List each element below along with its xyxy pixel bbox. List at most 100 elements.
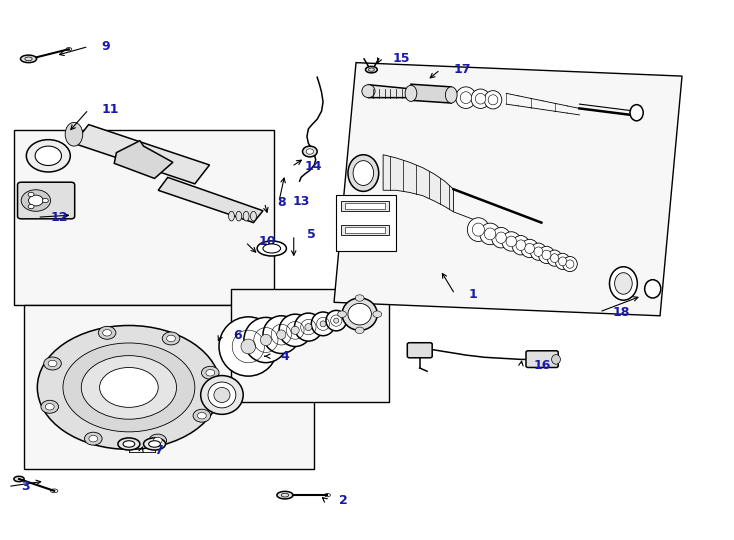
Ellipse shape bbox=[334, 318, 339, 323]
Ellipse shape bbox=[243, 211, 249, 221]
Ellipse shape bbox=[263, 244, 280, 253]
Ellipse shape bbox=[353, 161, 374, 185]
Text: 15: 15 bbox=[393, 52, 410, 65]
Circle shape bbox=[28, 192, 34, 197]
Bar bbox=[336, 194, 396, 251]
Ellipse shape bbox=[244, 318, 288, 363]
Circle shape bbox=[193, 409, 211, 422]
Ellipse shape bbox=[37, 326, 220, 449]
Polygon shape bbox=[115, 141, 173, 178]
Bar bbox=[231, 289, 389, 402]
Ellipse shape bbox=[362, 85, 375, 98]
Bar bbox=[345, 203, 385, 208]
Ellipse shape bbox=[348, 155, 379, 191]
Ellipse shape bbox=[542, 250, 551, 260]
Circle shape bbox=[206, 369, 214, 376]
Circle shape bbox=[149, 434, 167, 447]
Ellipse shape bbox=[326, 310, 346, 331]
Text: 8: 8 bbox=[277, 196, 286, 209]
Bar bbox=[345, 227, 385, 233]
Ellipse shape bbox=[21, 55, 37, 63]
Ellipse shape bbox=[516, 240, 526, 251]
Ellipse shape bbox=[305, 323, 312, 330]
Ellipse shape bbox=[236, 211, 241, 221]
Ellipse shape bbox=[476, 93, 486, 104]
Ellipse shape bbox=[614, 273, 632, 294]
Ellipse shape bbox=[279, 314, 311, 347]
Text: 6: 6 bbox=[233, 329, 242, 342]
Ellipse shape bbox=[644, 280, 661, 298]
Ellipse shape bbox=[460, 92, 471, 104]
Text: 4: 4 bbox=[280, 350, 289, 363]
Text: 10: 10 bbox=[258, 235, 276, 248]
Ellipse shape bbox=[214, 387, 230, 402]
Ellipse shape bbox=[566, 260, 574, 268]
Ellipse shape bbox=[539, 246, 555, 264]
Ellipse shape bbox=[559, 257, 567, 266]
Text: 16: 16 bbox=[534, 360, 551, 373]
Ellipse shape bbox=[228, 211, 234, 221]
Circle shape bbox=[84, 432, 102, 445]
Text: 12: 12 bbox=[51, 211, 68, 224]
Ellipse shape bbox=[263, 316, 299, 354]
Ellipse shape bbox=[100, 368, 159, 407]
Ellipse shape bbox=[496, 232, 506, 244]
Ellipse shape bbox=[446, 87, 457, 103]
Text: 9: 9 bbox=[102, 40, 110, 53]
Ellipse shape bbox=[65, 123, 83, 146]
Ellipse shape bbox=[521, 239, 539, 258]
Ellipse shape bbox=[81, 356, 176, 419]
Ellipse shape bbox=[502, 232, 521, 251]
Ellipse shape bbox=[630, 105, 643, 121]
Text: 14: 14 bbox=[305, 160, 322, 173]
Circle shape bbox=[167, 335, 175, 342]
Ellipse shape bbox=[21, 190, 51, 211]
Circle shape bbox=[338, 311, 346, 318]
Text: 17: 17 bbox=[454, 63, 471, 76]
Ellipse shape bbox=[149, 441, 161, 447]
Circle shape bbox=[355, 327, 364, 334]
Ellipse shape bbox=[294, 313, 322, 341]
Ellipse shape bbox=[144, 438, 166, 450]
Ellipse shape bbox=[291, 326, 299, 334]
Bar bbox=[24, 305, 313, 469]
Circle shape bbox=[98, 326, 116, 339]
Circle shape bbox=[43, 198, 48, 202]
Ellipse shape bbox=[366, 66, 377, 73]
Circle shape bbox=[41, 400, 59, 413]
Text: 5: 5 bbox=[307, 228, 316, 241]
Polygon shape bbox=[411, 84, 451, 103]
Ellipse shape bbox=[261, 334, 272, 346]
Ellipse shape bbox=[488, 94, 498, 105]
Ellipse shape bbox=[556, 253, 570, 269]
Ellipse shape bbox=[63, 343, 195, 432]
Ellipse shape bbox=[200, 375, 243, 414]
Ellipse shape bbox=[456, 87, 476, 109]
FancyBboxPatch shape bbox=[18, 182, 75, 219]
Ellipse shape bbox=[35, 146, 62, 165]
Ellipse shape bbox=[506, 236, 517, 247]
Ellipse shape bbox=[241, 339, 255, 354]
Ellipse shape bbox=[257, 241, 286, 256]
Text: 7: 7 bbox=[155, 444, 163, 457]
Polygon shape bbox=[368, 85, 413, 98]
Text: 18: 18 bbox=[612, 306, 630, 319]
Ellipse shape bbox=[552, 355, 561, 365]
Text: 2: 2 bbox=[339, 494, 348, 507]
Ellipse shape bbox=[609, 267, 637, 300]
Ellipse shape bbox=[118, 438, 140, 450]
Ellipse shape bbox=[342, 298, 377, 330]
Polygon shape bbox=[334, 63, 682, 316]
Ellipse shape bbox=[277, 491, 293, 499]
Ellipse shape bbox=[320, 321, 326, 327]
Ellipse shape bbox=[534, 247, 543, 256]
Polygon shape bbox=[383, 155, 454, 212]
Circle shape bbox=[373, 311, 382, 318]
Ellipse shape bbox=[324, 494, 330, 497]
Ellipse shape bbox=[26, 140, 70, 172]
Circle shape bbox=[46, 403, 54, 410]
FancyBboxPatch shape bbox=[526, 351, 559, 368]
Ellipse shape bbox=[219, 317, 277, 376]
Ellipse shape bbox=[311, 312, 335, 336]
Text: 3: 3 bbox=[21, 480, 30, 493]
